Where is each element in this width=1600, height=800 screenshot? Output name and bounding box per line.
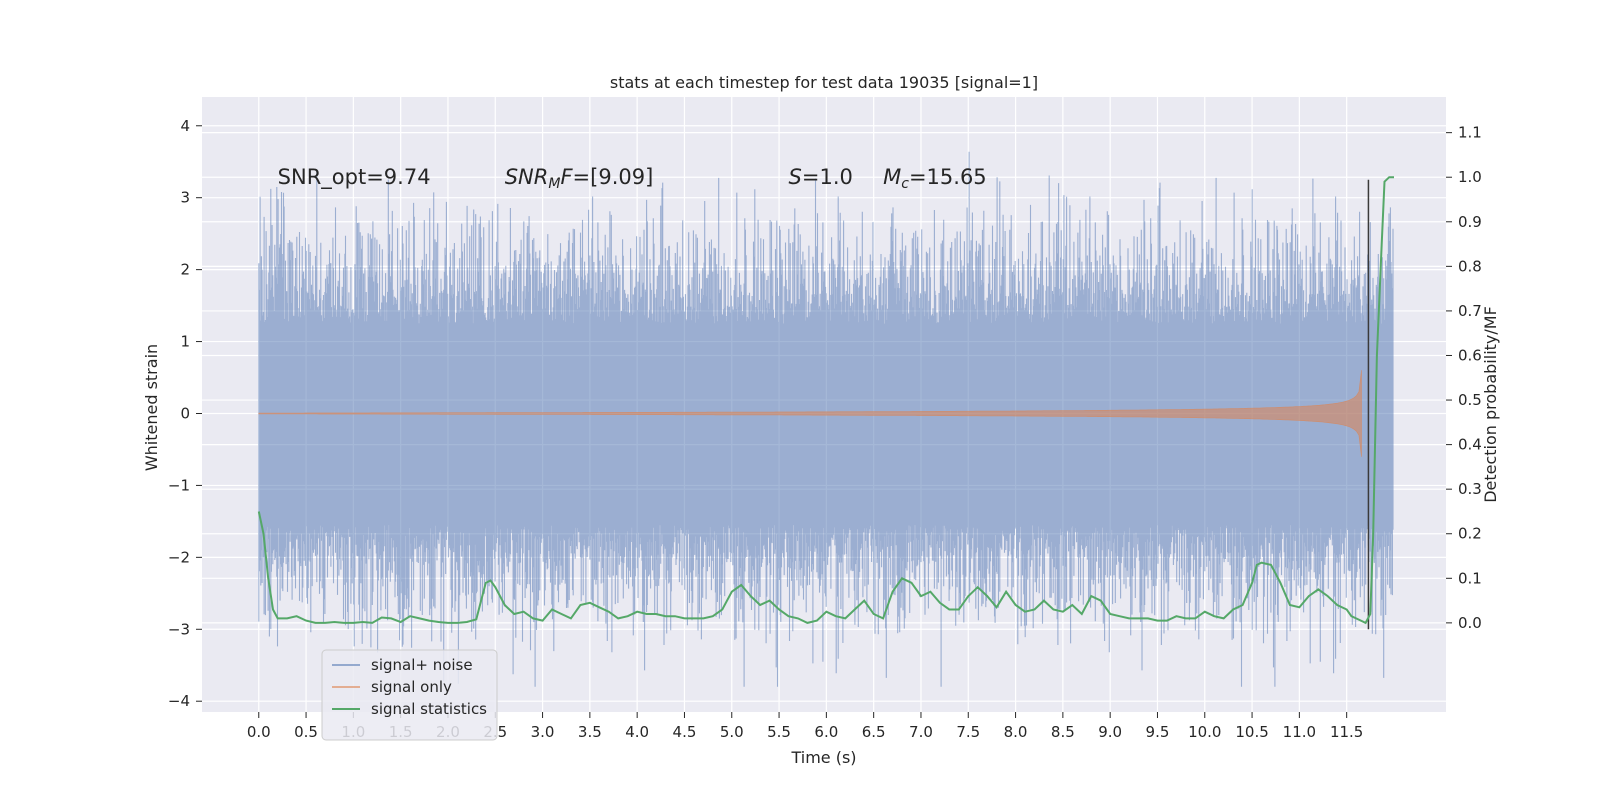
legend: signal+ noise signal only signal statist… xyxy=(321,649,498,741)
series-signal-plus-noise xyxy=(258,151,1394,687)
y-tick-label: 2 xyxy=(180,261,190,279)
legend-label-noise: signal+ noise xyxy=(371,656,473,674)
x-tick-label: 8.0 xyxy=(1004,723,1028,741)
y-tick-label: 0 xyxy=(180,404,190,422)
x-tick-label: 5.0 xyxy=(720,723,744,741)
y-right-tick-label: 0.4 xyxy=(1458,436,1482,454)
x-tick-label: 0.5 xyxy=(294,723,318,741)
y-tick-label: −2 xyxy=(168,548,190,566)
annotation-snr-opt: SNR_opt=9.74 xyxy=(278,165,431,190)
y-right-tick-label: 0.8 xyxy=(1458,257,1482,275)
y-right-tick-label: 1.1 xyxy=(1458,124,1482,142)
y-tick-label: 3 xyxy=(180,189,190,207)
x-tick-label: 9.5 xyxy=(1146,723,1170,741)
y-tick-label: 1 xyxy=(180,333,190,351)
y-right-tick-label: 0.1 xyxy=(1458,569,1482,587)
x-tick-label: 11.5 xyxy=(1330,723,1363,741)
y-right-axis-label: Detection probability/MF xyxy=(1481,306,1500,503)
legend-box xyxy=(321,649,498,741)
y-axis-ticks: −4 −3 −2 −1 0 1 2 3 4 xyxy=(168,117,202,710)
x-tick-label: 4.0 xyxy=(625,723,649,741)
y-tick-label: −3 xyxy=(168,620,190,638)
x-tick-label: 10.5 xyxy=(1235,723,1268,741)
series-signal-only xyxy=(258,370,1362,457)
x-axis-label: Time (s) xyxy=(790,748,856,767)
x-tick-label: 7.0 xyxy=(909,723,933,741)
y-axis-label: Whitened strain xyxy=(142,344,161,471)
annotation-mc: Mc=15.65 xyxy=(883,165,987,192)
legend-label-stats: signal statistics xyxy=(371,700,487,718)
y-right-tick-label: 0.7 xyxy=(1458,302,1482,320)
x-tick-label: 3.0 xyxy=(531,723,555,741)
y-right-tick-label: 1.0 xyxy=(1458,168,1482,186)
y-tick-label: 4 xyxy=(180,117,190,135)
x-tick-label: 5.5 xyxy=(767,723,791,741)
y-right-axis-ticks: 0.0 0.1 0.2 0.3 0.4 0.5 0.6 0.7 0.8 0.9 1.0 1.1 xyxy=(1446,124,1482,632)
y-right-tick-label: 0.0 xyxy=(1458,614,1482,632)
y-right-tick-label: 0.2 xyxy=(1458,525,1482,543)
chart-title: stats at each timestep for test data 190… xyxy=(610,73,1038,92)
x-tick-label: 3.5 xyxy=(578,723,602,741)
y-tick-label: −1 xyxy=(168,476,190,494)
x-tick-label: 10.0 xyxy=(1188,723,1221,741)
series-signal-statistics xyxy=(257,176,1394,625)
x-tick-label: 9.0 xyxy=(1098,723,1122,741)
legend-label-signal: signal only xyxy=(371,678,452,696)
y-right-tick-label: 0.9 xyxy=(1458,213,1482,231)
y-right-tick-label: 0.6 xyxy=(1458,346,1482,364)
x-axis-ticks: 0.00.51.01.52.02.53.03.54.04.55.05.56.06… xyxy=(247,712,1363,741)
x-tick-label: 4.5 xyxy=(673,723,697,741)
x-tick-label: 8.5 xyxy=(1051,723,1075,741)
x-tick-label: 11.0 xyxy=(1283,723,1316,741)
x-tick-label: 0.0 xyxy=(247,723,271,741)
annotation-s: S=1.0 xyxy=(789,165,853,189)
y-tick-label: −4 xyxy=(168,692,190,710)
annotation-snr-mf: SNRMF=[9.09] xyxy=(505,165,654,192)
y-right-tick-label: 0.3 xyxy=(1458,480,1482,498)
x-tick-label: 6.0 xyxy=(814,723,838,741)
x-tick-label: 6.5 xyxy=(862,723,886,741)
y-right-tick-label: 0.5 xyxy=(1458,391,1482,409)
x-tick-label: 7.5 xyxy=(956,723,980,741)
